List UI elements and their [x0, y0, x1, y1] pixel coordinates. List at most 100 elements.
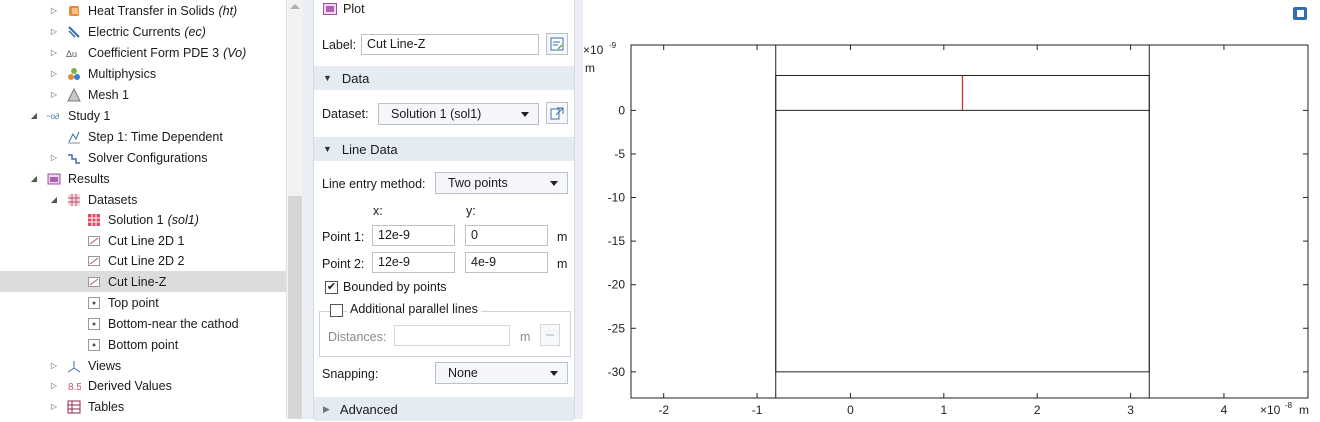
tree-item-cut-line-2d-1[interactable]: Cut Line 2D 1	[0, 230, 286, 251]
y-tick-label: -10	[608, 191, 626, 205]
tree-item-solver-configurations[interactable]: ▷ Solver Configurations	[0, 147, 286, 168]
x-tick-label: 3	[1127, 403, 1134, 417]
y-exponent-label: ×10	[583, 43, 604, 57]
advanced-section-title: Advanced	[339, 401, 398, 417]
tree-item-solution-1[interactable]: Solution 1 (sol1)	[0, 209, 286, 230]
tree-item-cut-line-z[interactable]: Cut Line-Z	[0, 271, 286, 292]
plot-label: Plot	[343, 2, 365, 16]
expand-triangle-icon[interactable]: ▷	[50, 69, 58, 78]
line-data-section-header[interactable]: ▼ Line Data	[314, 137, 574, 161]
collapse-triangle-icon[interactable]: ◢	[30, 111, 38, 120]
tree-item-cut-line-2d-2[interactable]: Cut Line 2D 2	[0, 250, 286, 271]
tree-item-multiphysics[interactable]: ▷ Multiphysics	[0, 63, 286, 84]
expand-triangle-icon[interactable]: ▷	[50, 361, 58, 370]
cut-line-icon	[86, 254, 102, 268]
y-tick-label: -5	[614, 147, 625, 161]
x-tick-label: 1	[940, 403, 947, 417]
x-unit-label: m	[1299, 403, 1309, 417]
dataset-select[interactable]: Solution 1 (sol1)	[378, 103, 539, 125]
expand-triangle-icon[interactable]: ▷	[50, 48, 58, 57]
expand-triangle-icon[interactable]: ▷	[50, 90, 58, 99]
tree-item-results[interactable]: ◢ Results	[0, 168, 286, 189]
plot-canvas[interactable]: -2 -1 0 1 2 3 40-5-10-15-20-25-30×10 -9m×10 -8 m	[583, 0, 1320, 419]
x-exponent-power: -8	[1285, 401, 1293, 410]
tree-item-label: Multiphysics	[88, 66, 157, 81]
solution-icon	[86, 213, 102, 227]
panel-divider	[575, 0, 583, 419]
graphics-window[interactable]: -2 -1 0 1 2 3 4 0 -5 -10 -15 -20 -25 -30 ×10 -9 m ×10 -8 m	[583, 0, 1320, 419]
x-tick-label: 0	[847, 403, 854, 417]
advanced-section-header[interactable]: ▶ Advanced	[314, 397, 574, 421]
bounded-checkbox[interactable]: ✔	[325, 281, 338, 294]
point1-y-field[interactable]: 0	[465, 225, 548, 246]
tree-item-study-1[interactable]: ◢ ~o∂ Study 1	[0, 105, 286, 126]
scroll-up-arrow-icon[interactable]	[290, 4, 300, 9]
line-entry-method-select[interactable]: Two points	[435, 172, 568, 194]
tables-icon	[66, 400, 82, 414]
collapse-triangle-icon: ▼	[323, 144, 332, 154]
tree-item-top-point[interactable]: Top point	[0, 292, 286, 313]
tree-item-bottom-near-the-cathod[interactable]: Bottom-near the cathod	[0, 313, 286, 334]
tree-item-label: Top point	[108, 295, 159, 310]
tree-item-views[interactable]: ▷ Views	[0, 355, 286, 376]
cut-line-icon	[86, 275, 102, 289]
tree-item-label: Electric Currents	[88, 24, 181, 39]
tree-item-bottom-point[interactable]: Bottom point	[0, 334, 286, 355]
tree-item-label: Mesh 1	[88, 87, 129, 102]
parallel-lines-checkbox[interactable]	[330, 304, 343, 317]
tree-spacer	[68, 235, 80, 247]
time-dependent-icon	[66, 130, 82, 144]
range-icon	[546, 334, 554, 336]
label-edit-button[interactable]	[546, 33, 568, 55]
distances-field[interactable]	[394, 325, 510, 346]
data-section-header[interactable]: ▼ Data	[314, 66, 574, 90]
tree-item-coefficient-form-pde-3[interactable]: ▷ Δu Coefficient Form PDE 3 (Vo)	[0, 42, 286, 63]
dataset-caption: Dataset:	[322, 107, 369, 121]
svg-text:~o∂: ~o∂	[46, 112, 59, 121]
plot-button[interactable]: Plot	[323, 2, 365, 16]
tree-item-label: Tables	[88, 399, 125, 414]
expand-triangle-icon[interactable]: ▷	[50, 6, 58, 15]
distances-range-button[interactable]	[540, 324, 560, 346]
label-field[interactable]: Cut Line-Z	[361, 34, 539, 55]
snapping-select[interactable]: None	[435, 362, 568, 384]
bounded-label: Bounded by points	[343, 280, 447, 294]
scrollbar-thumb[interactable]	[288, 196, 302, 419]
expand-triangle-icon[interactable]: ▷	[50, 27, 58, 36]
window-icon	[1297, 10, 1304, 17]
tree-scrollbar[interactable]	[286, 0, 303, 419]
collapse-triangle-icon[interactable]: ◢	[50, 195, 58, 204]
snapping-value: None	[448, 366, 478, 380]
point1-x-field[interactable]: 12e-9	[372, 225, 455, 246]
multiphysics-icon	[66, 67, 82, 81]
point1-caption: Point 1:	[322, 230, 365, 244]
y-tick-label: -30	[608, 365, 626, 379]
solver-icon	[66, 151, 82, 165]
line-data-section-title: Line Data	[341, 141, 398, 157]
chevron-down-icon	[550, 181, 558, 186]
tree-item-label: Solution 1	[108, 212, 164, 227]
point2-x-field[interactable]: 12e-9	[372, 252, 455, 273]
go-to-source-button[interactable]	[546, 102, 568, 124]
y-tick-label: -20	[608, 278, 626, 292]
point2-unit: m	[557, 257, 568, 271]
study-icon: ~o∂	[46, 109, 62, 123]
heat-transfer-icon	[66, 4, 82, 18]
expand-triangle-icon[interactable]: ▷	[50, 402, 58, 411]
expand-triangle-icon[interactable]: ▷	[50, 381, 58, 390]
line-entry-method-value: Two points	[448, 176, 508, 190]
y-unit-label: m	[585, 61, 595, 75]
tree-item-electric-currents[interactable]: ▷ Electric Currents (ec)	[0, 21, 286, 42]
tree-item-derived-values[interactable]: ▷ 8.5 Derived Values	[0, 375, 286, 396]
expand-triangle-icon[interactable]: ▷	[50, 153, 58, 162]
tree-item-heat-transfer-in-solids[interactable]: ▷ Heat Transfer in Solids (ht)	[0, 0, 286, 21]
tree-item-tables[interactable]: ▷ Tables	[0, 396, 286, 417]
collapse-triangle-icon[interactable]: ◢	[30, 174, 38, 183]
tree-item-step-1-time-dependent[interactable]: Step 1: Time Dependent	[0, 126, 286, 147]
tree-spacer	[68, 297, 80, 309]
tree-item-label: Bottom point	[108, 337, 179, 352]
tree-item-mesh-1[interactable]: ▷ Mesh 1	[0, 84, 286, 105]
tree-item-datasets[interactable]: ◢ Datasets	[0, 189, 286, 210]
plot-icon	[323, 3, 337, 15]
point2-y-field[interactable]: 4e-9	[465, 252, 548, 273]
